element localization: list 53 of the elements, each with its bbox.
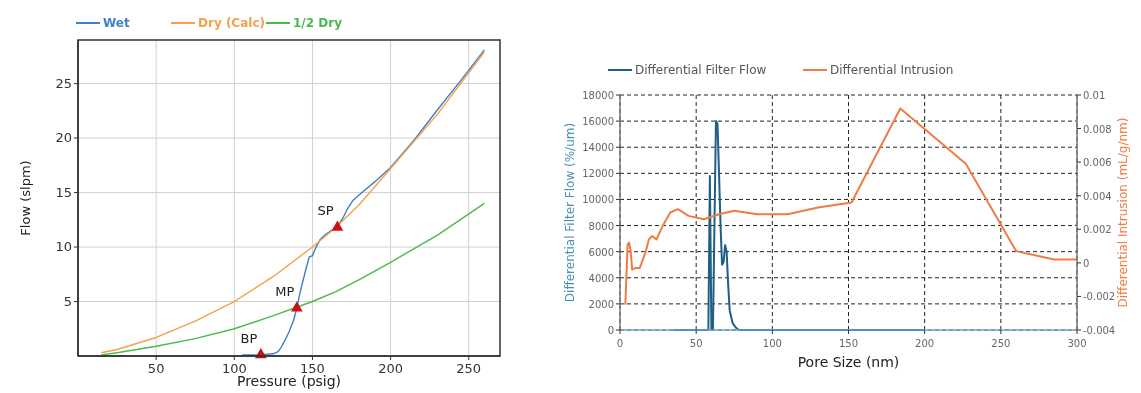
y-tick-label: 18000 <box>582 90 614 101</box>
annotation: SP <box>317 203 334 219</box>
x-tick-label: 150 <box>838 338 859 349</box>
x-tick-label: 100 <box>221 361 247 376</box>
legend-label: Wet <box>103 16 130 30</box>
x-tick-label: 200 <box>378 361 404 376</box>
y-axis-title: Differential Filter Flow (%/um) <box>563 122 577 303</box>
annotation: BP <box>240 330 258 346</box>
y-tick-label: 10000 <box>582 194 614 206</box>
y-tick-label: 6000 <box>588 246 614 258</box>
y-tick-label: 25 <box>55 75 72 91</box>
line-series <box>100 202 486 356</box>
y-tick-label: 8000 <box>588 220 614 232</box>
annotation: MP <box>275 284 295 300</box>
y-tick-label: 0 <box>607 325 614 336</box>
x-tick-label: 50 <box>689 338 703 349</box>
x-tick-label: 0 <box>616 338 624 349</box>
y-tick-label: 10 <box>55 239 72 255</box>
x-tick-label: 250 <box>456 361 482 376</box>
y-tick-label: 12000 <box>582 168 614 180</box>
x-tick-label: 300 <box>1067 338 1087 349</box>
y2-tick-label: 0.006 <box>1083 157 1112 169</box>
y2-tick-label: 0.01 <box>1083 90 1106 101</box>
legend-label: Dry (Calc) <box>198 16 265 30</box>
y2-tick-label: 0.004 <box>1083 190 1112 202</box>
y2-tick-label: 0.008 <box>1083 123 1112 135</box>
point <box>331 220 344 231</box>
y-tick-label: 16000 <box>582 116 614 128</box>
line-series <box>624 107 1078 306</box>
y-tick-label: 14000 <box>582 142 614 154</box>
point <box>290 301 303 312</box>
y-tick-label: 15 <box>55 184 72 200</box>
y-tick-label: 20 <box>55 130 72 146</box>
y-tick-label: 5 <box>63 293 72 309</box>
legend-label: Differential Intrusion <box>830 63 954 77</box>
x-tick-label: 100 <box>762 338 782 349</box>
y2-tick-label: -0.004 <box>1083 325 1116 336</box>
y-axis-title: Flow (slpm) <box>18 160 33 236</box>
y-tick-label: 2000 <box>588 298 614 310</box>
y-tick-label: 4000 <box>588 272 614 284</box>
legend-label: 1/2 Dry <box>293 16 343 30</box>
x-tick-label: 200 <box>915 338 935 349</box>
y2-tick-label: 0.002 <box>1083 224 1112 236</box>
x-tick-label: 150 <box>300 361 325 376</box>
y2-axis-title: Differential Intrusion (mL/g/nm) <box>1116 117 1130 308</box>
x-tick-label: 50 <box>147 361 165 376</box>
y2-tick-label: -0.002 <box>1083 291 1116 303</box>
x-tick-label: 250 <box>991 338 1011 349</box>
line-series <box>100 51 486 354</box>
x-axis-title: Pressure (psig) <box>236 373 342 389</box>
y2-tick-label: 0 <box>1083 257 1090 269</box>
x-axis-title: Pore Size (nm) <box>797 354 900 370</box>
legend-label: Differential Filter Flow <box>635 63 767 77</box>
